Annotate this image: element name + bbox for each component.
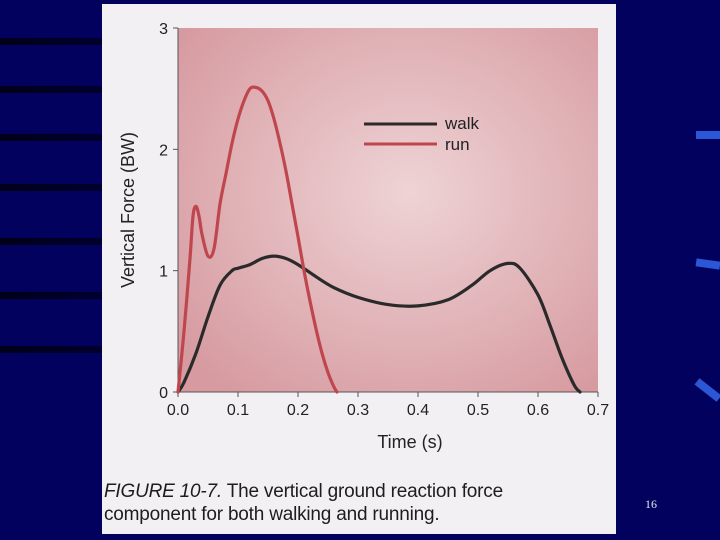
x-axis-label: Time (s) (377, 432, 442, 452)
x-tick-label: 0.3 (347, 402, 369, 419)
y-tick-label: 0 (159, 385, 168, 402)
caption-line-1: The vertical ground reaction force (221, 481, 503, 502)
background-accent (696, 131, 720, 139)
x-tick-label: 0.7 (587, 402, 609, 419)
background-accent (694, 378, 720, 402)
figure-label: FIGURE 10-7. (104, 481, 222, 502)
y-tick-label: 1 (159, 264, 168, 281)
x-tick-label: 0.1 (227, 402, 249, 419)
legend: walk run (364, 114, 480, 154)
background-stripe (0, 346, 104, 353)
background-stripe (0, 292, 104, 299)
y-tick-label: 2 (159, 142, 168, 159)
series-line-walk (176, 254, 582, 394)
background-stripe (0, 238, 104, 245)
legend-label-walk: walk (444, 114, 480, 133)
x-tick-label: 0.4 (407, 402, 429, 419)
plot-area (178, 28, 598, 392)
background-accent (695, 258, 720, 270)
figure-scan: 0.0 0.1 0.2 0.3 0.4 0.5 0.6 0.7 0 1 2 3 Time (s) V… (102, 4, 616, 534)
x-tick-label: 0.2 (287, 402, 309, 419)
x-tick-label: 0.0 (167, 402, 189, 419)
background-stripe (0, 184, 104, 191)
background-stripe (0, 134, 104, 141)
y-tick-label: 3 (159, 21, 168, 38)
figure-caption: FIGURE 10-7. The vertical ground reactio… (104, 480, 604, 526)
caption-line-2: component for both walking and running. (104, 504, 440, 525)
x-tick-label: 0.6 (527, 402, 549, 419)
y-axis-label: Vertical Force (BW) (118, 132, 138, 288)
legend-label-run: run (445, 135, 470, 154)
slide-number: 16 (645, 497, 657, 511)
vertical-force-chart: 0.0 0.1 0.2 0.3 0.4 0.5 0.6 0.7 0 1 2 3 Time (s) V… (118, 21, 609, 452)
background-stripe (0, 86, 104, 93)
background-stripe (0, 38, 104, 45)
x-tick-label: 0.5 (467, 402, 489, 419)
series-line-run (176, 85, 339, 394)
